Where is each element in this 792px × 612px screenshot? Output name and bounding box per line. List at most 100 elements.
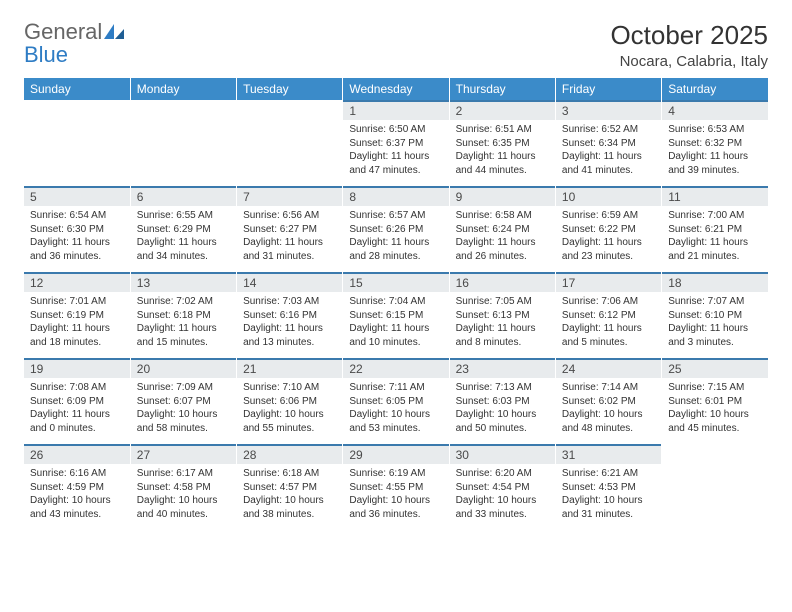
daylight-label: Daylight: — [349, 495, 388, 506]
day-detail: Sunrise: 6:52 AMSunset: 6:34 PMDaylight:… — [556, 120, 661, 181]
sunrise-label: Sunrise: — [456, 382, 493, 393]
sunrise-label: Sunrise: — [562, 382, 599, 393]
sunset-value: 6:26 PM — [386, 224, 423, 235]
sunrise-value: 7:05 AM — [495, 296, 532, 307]
day-number: 23 — [450, 358, 555, 378]
sunset-label: Sunset: — [456, 396, 490, 407]
daylight-label: Daylight: — [668, 151, 707, 162]
day-number: 12 — [24, 272, 130, 292]
daylight-label: Daylight: — [349, 409, 388, 420]
sunrise-value: 6:52 AM — [601, 124, 638, 135]
daylight-label: Daylight: — [668, 409, 707, 420]
sunrise-label: Sunrise: — [668, 124, 705, 135]
header: GeneralBlue October 2025 Nocara, Calabri… — [24, 20, 768, 70]
sunrise-label: Sunrise: — [349, 382, 386, 393]
calendar-day-cell: 17Sunrise: 7:06 AMSunset: 6:12 PMDayligh… — [555, 272, 661, 358]
calendar-day-cell — [237, 100, 343, 186]
sunset-label: Sunset: — [562, 310, 596, 321]
calendar-day-cell: 18Sunrise: 7:07 AMSunset: 6:10 PMDayligh… — [662, 272, 768, 358]
day-number: 6 — [131, 186, 236, 206]
day-number: 9 — [450, 186, 555, 206]
day-detail: Sunrise: 6:51 AMSunset: 6:35 PMDaylight:… — [450, 120, 555, 181]
calendar-week-row: 5Sunrise: 6:54 AMSunset: 6:30 PMDaylight… — [24, 186, 768, 272]
sunrise-label: Sunrise: — [456, 210, 493, 221]
sunrise-label: Sunrise: — [562, 468, 599, 479]
logo-sail-icon — [104, 20, 126, 43]
day-number: 31 — [556, 444, 661, 464]
sunrise-value: 7:10 AM — [283, 382, 320, 393]
sunset-value: 4:58 PM — [173, 482, 210, 493]
daylight-label: Daylight: — [243, 323, 282, 334]
daylight-label: Daylight: — [137, 495, 176, 506]
sunrise-label: Sunrise: — [137, 468, 174, 479]
sunset-value: 6:09 PM — [67, 396, 104, 407]
sunset-label: Sunset: — [30, 224, 64, 235]
calendar-day-cell: 23Sunrise: 7:13 AMSunset: 6:03 PMDayligh… — [449, 358, 555, 444]
day-detail: Sunrise: 6:59 AMSunset: 6:22 PMDaylight:… — [556, 206, 661, 267]
day-number: 25 — [662, 358, 768, 378]
sunset-value: 6:29 PM — [173, 224, 210, 235]
sunset-value: 6:27 PM — [280, 224, 317, 235]
day-detail: Sunrise: 6:55 AMSunset: 6:29 PMDaylight:… — [131, 206, 236, 267]
calendar-week-row: 12Sunrise: 7:01 AMSunset: 6:19 PMDayligh… — [24, 272, 768, 358]
sunset-value: 6:35 PM — [492, 138, 529, 149]
day-detail: Sunrise: 7:05 AMSunset: 6:13 PMDaylight:… — [450, 292, 555, 353]
calendar-day-cell: 1Sunrise: 6:50 AMSunset: 6:37 PMDaylight… — [343, 100, 449, 186]
sunset-label: Sunset: — [456, 310, 490, 321]
sunset-value: 6:32 PM — [705, 138, 742, 149]
day-number: 11 — [662, 186, 768, 206]
calendar-day-cell: 29Sunrise: 6:19 AMSunset: 4:55 PMDayligh… — [343, 444, 449, 530]
sunset-label: Sunset: — [30, 482, 64, 493]
sunset-label: Sunset: — [30, 396, 64, 407]
sunset-label: Sunset: — [137, 482, 171, 493]
sunset-label: Sunset: — [562, 138, 596, 149]
daylight-label: Daylight: — [30, 237, 69, 248]
sunset-label: Sunset: — [137, 224, 171, 235]
calendar-day-cell: 31Sunrise: 6:21 AMSunset: 4:53 PMDayligh… — [555, 444, 661, 530]
calendar-day-cell: 9Sunrise: 6:58 AMSunset: 6:24 PMDaylight… — [449, 186, 555, 272]
day-detail: Sunrise: 7:09 AMSunset: 6:07 PMDaylight:… — [131, 378, 236, 439]
day-detail: Sunrise: 7:07 AMSunset: 6:10 PMDaylight:… — [662, 292, 768, 353]
day-number: 7 — [237, 186, 342, 206]
sunrise-label: Sunrise: — [349, 468, 386, 479]
day-number: 8 — [343, 186, 448, 206]
sunrise-label: Sunrise: — [243, 468, 280, 479]
daylight-label: Daylight: — [349, 323, 388, 334]
sunset-value: 6:06 PM — [280, 396, 317, 407]
calendar-day-cell: 16Sunrise: 7:05 AMSunset: 6:13 PMDayligh… — [449, 272, 555, 358]
calendar-week-row: 19Sunrise: 7:08 AMSunset: 6:09 PMDayligh… — [24, 358, 768, 444]
calendar-day-cell: 25Sunrise: 7:15 AMSunset: 6:01 PMDayligh… — [662, 358, 768, 444]
sunrise-value: 6:55 AM — [176, 210, 213, 221]
brand-part1: General — [24, 20, 102, 43]
day-detail: Sunrise: 7:03 AMSunset: 6:16 PMDaylight:… — [237, 292, 342, 353]
sunset-value: 6:34 PM — [599, 138, 636, 149]
weekday-header: Thursday — [449, 78, 555, 100]
sunset-label: Sunset: — [137, 310, 171, 321]
month-title: October 2025 — [610, 20, 768, 51]
sunset-label: Sunset: — [668, 310, 702, 321]
day-detail: Sunrise: 6:16 AMSunset: 4:59 PMDaylight:… — [24, 464, 130, 525]
sunrise-label: Sunrise: — [349, 210, 386, 221]
day-number: 14 — [237, 272, 342, 292]
day-detail: Sunrise: 7:06 AMSunset: 6:12 PMDaylight:… — [556, 292, 661, 353]
sunset-value: 6:24 PM — [492, 224, 529, 235]
calendar-day-cell: 22Sunrise: 7:11 AMSunset: 6:05 PMDayligh… — [343, 358, 449, 444]
calendar-day-cell: 6Sunrise: 6:55 AMSunset: 6:29 PMDaylight… — [130, 186, 236, 272]
sunset-label: Sunset: — [137, 396, 171, 407]
sunrise-label: Sunrise: — [137, 296, 174, 307]
daylight-label: Daylight: — [562, 151, 601, 162]
sunrise-label: Sunrise: — [243, 382, 280, 393]
day-number: 27 — [131, 444, 236, 464]
sunrise-value: 6:17 AM — [176, 468, 213, 479]
sunrise-label: Sunrise: — [30, 210, 67, 221]
sunset-label: Sunset: — [349, 224, 383, 235]
sunrise-value: 7:11 AM — [389, 382, 425, 393]
sunset-value: 6:18 PM — [173, 310, 210, 321]
sunrise-label: Sunrise: — [562, 210, 599, 221]
daylight-label: Daylight: — [456, 323, 495, 334]
calendar-day-cell: 2Sunrise: 6:51 AMSunset: 6:35 PMDaylight… — [449, 100, 555, 186]
day-number: 10 — [556, 186, 661, 206]
day-number: 28 — [237, 444, 342, 464]
sunrise-label: Sunrise: — [668, 382, 705, 393]
calendar-day-cell: 21Sunrise: 7:10 AMSunset: 6:06 PMDayligh… — [237, 358, 343, 444]
